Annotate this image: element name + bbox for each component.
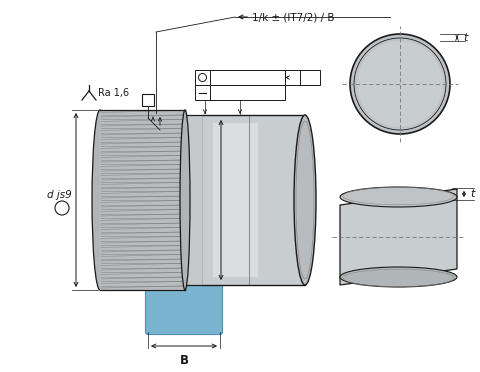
FancyBboxPatch shape bbox=[203, 115, 305, 285]
Ellipse shape bbox=[340, 187, 457, 207]
Ellipse shape bbox=[294, 115, 316, 285]
Text: 1/k ± (IT7/2) / B: 1/k ± (IT7/2) / B bbox=[252, 12, 335, 22]
FancyBboxPatch shape bbox=[195, 70, 285, 100]
Circle shape bbox=[55, 201, 69, 215]
Text: $\perp$: $\perp$ bbox=[287, 71, 298, 83]
Polygon shape bbox=[340, 189, 457, 285]
Circle shape bbox=[357, 41, 443, 127]
FancyBboxPatch shape bbox=[145, 282, 223, 334]
Ellipse shape bbox=[180, 110, 190, 290]
Text: IT5/2: IT5/2 bbox=[236, 73, 258, 82]
FancyBboxPatch shape bbox=[213, 123, 258, 277]
FancyBboxPatch shape bbox=[285, 70, 320, 85]
Text: t: t bbox=[463, 32, 468, 42]
FancyBboxPatch shape bbox=[100, 110, 185, 290]
Ellipse shape bbox=[340, 267, 457, 287]
Text: Ra 1,6: Ra 1,6 bbox=[98, 88, 129, 98]
Text: IT5/2: IT5/2 bbox=[236, 88, 258, 97]
Text: t: t bbox=[470, 189, 474, 199]
Text: A: A bbox=[306, 73, 314, 83]
Polygon shape bbox=[185, 115, 203, 285]
FancyBboxPatch shape bbox=[142, 94, 154, 106]
Text: E: E bbox=[59, 203, 65, 212]
Text: A: A bbox=[144, 96, 152, 105]
Polygon shape bbox=[82, 91, 96, 100]
Circle shape bbox=[350, 34, 450, 134]
Text: d js9: d js9 bbox=[47, 190, 72, 200]
Ellipse shape bbox=[92, 110, 108, 290]
Text: B: B bbox=[180, 354, 189, 367]
